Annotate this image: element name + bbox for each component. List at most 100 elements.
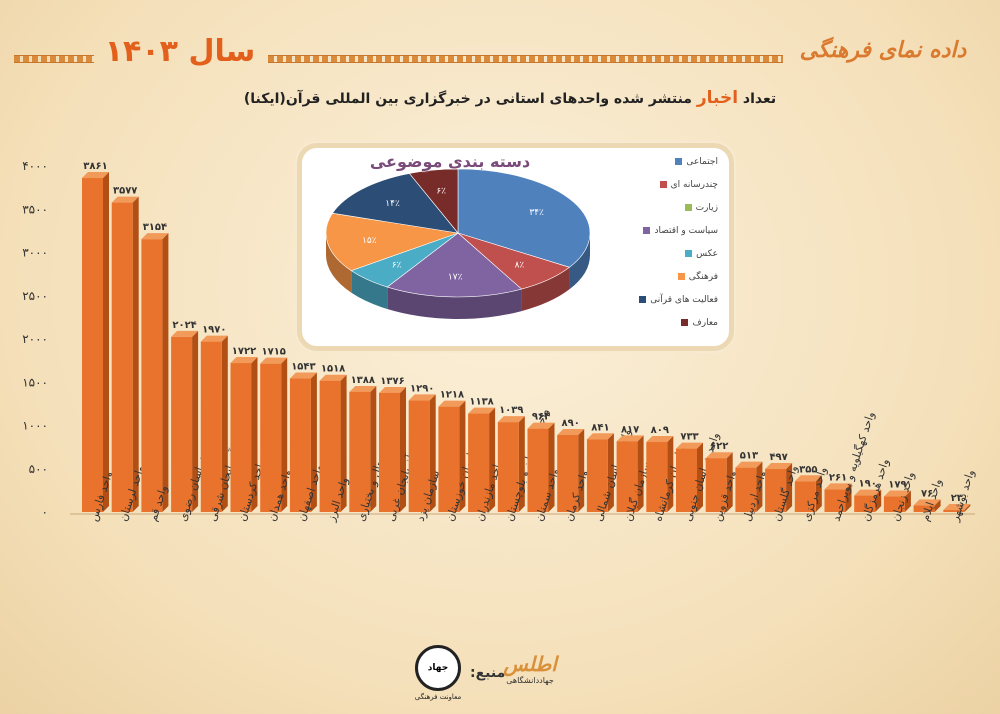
bar-value-label: ۱۹۷۰ — [202, 325, 226, 336]
bar-front — [765, 469, 787, 512]
bar-value-label: ۳۵۵ — [799, 464, 817, 475]
bar-side — [132, 196, 139, 513]
bar-top — [765, 463, 793, 470]
bar — [468, 407, 496, 512]
bar-side — [667, 436, 674, 512]
legend-label: سیاست و اقتصاد — [654, 225, 718, 236]
legend-label: فعالیت های قرآنی — [650, 294, 718, 305]
bar-side — [697, 442, 703, 512]
bar — [408, 394, 436, 512]
bar-top — [141, 233, 169, 240]
bar — [913, 499, 941, 512]
bar-value-label: ۷۶ — [921, 488, 933, 499]
bar-value-label: ۱۲۱۸ — [440, 390, 464, 401]
bar-side — [221, 335, 228, 512]
bar-top — [438, 400, 466, 407]
bar-value-label: ۵۱۳ — [740, 451, 758, 462]
bar-front — [824, 489, 846, 512]
pie-slice-side — [387, 287, 522, 319]
bar-front — [171, 336, 193, 512]
bar-top — [289, 372, 317, 379]
bar-top — [735, 461, 763, 468]
bar-value-label: ۱۳۷۶ — [380, 376, 404, 387]
bar-side — [578, 429, 585, 512]
pie-slice-label: ۳۴٪ — [529, 208, 544, 218]
bar-value-label: ۴۹۷ — [769, 452, 787, 463]
bar — [438, 400, 466, 512]
bar — [230, 357, 258, 512]
bar-side — [548, 422, 555, 512]
bar — [557, 429, 585, 512]
bar-top — [676, 442, 703, 449]
bar-side — [281, 357, 288, 512]
bar-front — [616, 441, 638, 512]
y-tick-label: ۲۵۰۰ — [22, 289, 48, 303]
bar — [260, 357, 288, 512]
legend-label: عکس — [696, 248, 718, 259]
bar-front — [527, 428, 549, 512]
bar-top — [111, 196, 139, 203]
bar-value-label: ۹۶۴ — [532, 412, 550, 423]
bar-side — [845, 483, 852, 512]
bar-top — [824, 483, 852, 490]
bar-side — [607, 433, 614, 512]
bar-value-label: ۱۲۹۰ — [410, 383, 434, 394]
bar — [82, 172, 109, 512]
bar-front — [854, 495, 876, 512]
bar-value-label: ۷۳۳ — [680, 432, 698, 443]
bar-front — [883, 496, 905, 512]
bar-side — [162, 233, 169, 512]
bar-side — [429, 394, 436, 512]
bar-side — [370, 385, 377, 512]
bar-top — [468, 407, 496, 414]
bar — [141, 233, 169, 512]
y-tick-label: ۳۰۰۰ — [22, 246, 48, 260]
bar-side — [340, 374, 347, 512]
bar — [111, 196, 139, 513]
bar-value-label: ۸۱۷ — [621, 424, 639, 435]
legend-item: فعالیت های قرآنی — [628, 288, 718, 311]
bar — [527, 422, 555, 512]
bar-value-label: ۱۷۹ — [888, 480, 906, 491]
bar-top — [616, 435, 644, 442]
bar-front — [468, 413, 490, 512]
bar-top — [854, 489, 882, 496]
bar-top — [349, 385, 377, 392]
legend-label: فرهنگی — [688, 271, 718, 282]
bar-top — [200, 335, 228, 342]
atlas-logo-caption: جهاددانشگاهی — [506, 676, 554, 685]
bar-side — [192, 330, 199, 512]
bar-front — [913, 505, 935, 512]
bar-side — [459, 400, 466, 512]
legend-label: چندرسانه ای — [670, 179, 718, 190]
legend-item: اجتماعی — [628, 150, 718, 173]
legend-label: اجتماعی — [686, 156, 718, 167]
bar-front — [586, 439, 608, 512]
bar — [379, 386, 406, 512]
bar — [586, 433, 614, 512]
bar-front — [379, 392, 400, 512]
bar-value-label: ۶۲۲ — [710, 441, 728, 452]
chart-title: تعداد اخبار منتشر شده واحدهای استانی در … — [200, 88, 820, 108]
bar-top — [82, 172, 109, 179]
bar — [883, 490, 911, 512]
bar-value-label: ۲۶۱ — [829, 472, 847, 483]
brand-title: داده نمای فرهنگی — [799, 38, 967, 63]
bar-value-label: ۸۹۰ — [562, 418, 580, 429]
bar-front — [943, 510, 965, 512]
bar-side — [251, 357, 258, 512]
bar-side — [637, 435, 644, 512]
bar-side — [875, 489, 882, 512]
source-label: منبع: — [470, 665, 506, 681]
legend-item: زیارت — [628, 196, 718, 219]
pie-legend: اجتماعی چندرسانه ای زیارت سیاست و اقتصاد عکس… — [628, 150, 718, 334]
y-tick-label: ۳۵۰۰ — [22, 202, 48, 216]
bar-front — [794, 481, 816, 512]
bar-side — [786, 463, 793, 512]
bar-front — [705, 458, 727, 512]
bar-top — [705, 452, 733, 459]
bar-side — [934, 499, 941, 512]
legend-label: معارف — [692, 317, 718, 328]
legend-item: سیاست و اقتصاد — [628, 219, 718, 242]
